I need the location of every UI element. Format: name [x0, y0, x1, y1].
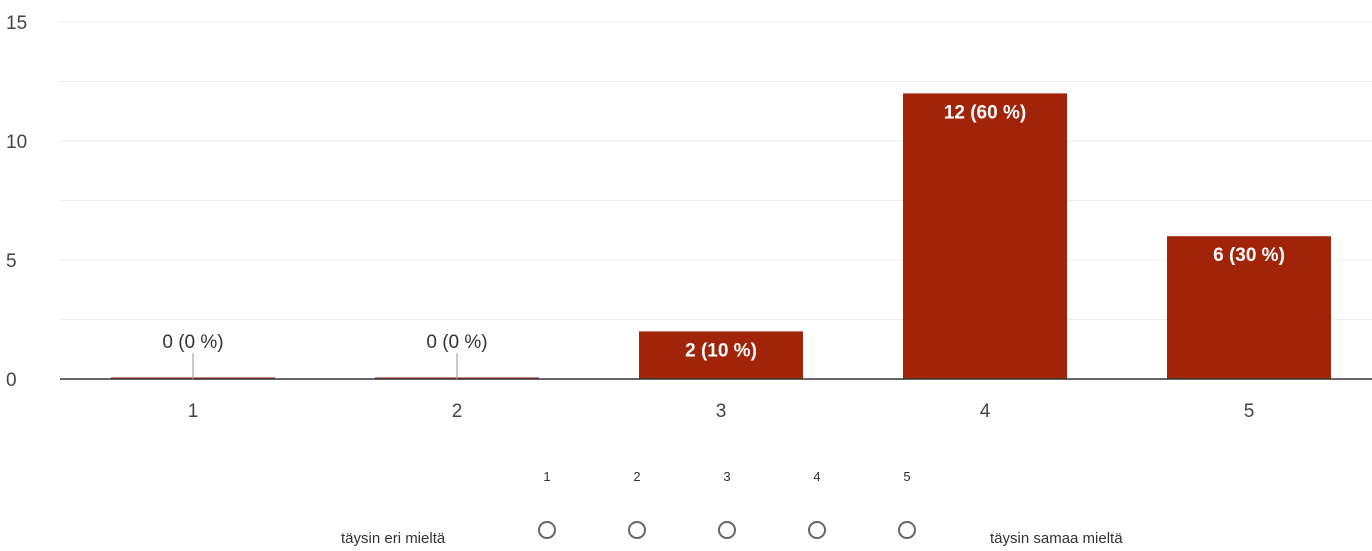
bar-4: [903, 93, 1067, 380]
likert-scale: 1 2 3 4 5 täysin eri mieltä täysin samaa…: [0, 455, 1372, 551]
y-tick-label: 15: [6, 13, 27, 34]
x-tick-label: 5: [1244, 401, 1255, 422]
scale-number-3: 3: [723, 469, 731, 484]
x-tick-label: 3: [716, 401, 727, 422]
data-labels: 0 (0 %) 0 (0 %) 2 (10 %) 12 (60 %) 6 (30 %): [162, 102, 1285, 379]
data-label: 2 (10 %): [685, 340, 757, 361]
y-tick-label: 10: [6, 132, 27, 153]
scale-number-1: 1: [543, 469, 551, 484]
radio-option-5[interactable]: [898, 521, 916, 539]
radio-option-4[interactable]: [808, 521, 826, 539]
scale-right-label: täysin samaa mieltä: [990, 530, 1123, 547]
x-tick-label: 4: [980, 401, 991, 422]
bar-chart: 0 5 10 15 1 2 3 4 5 0 (0 %) 0 (0 %) 2 (10 %) 12 (6…: [6, 13, 1372, 422]
y-tick-label: 5: [6, 251, 17, 272]
gridlines: [60, 21, 1372, 320]
x-axis-ticks: 1 2 3 4 5: [188, 401, 1255, 422]
scale-number-4: 4: [813, 469, 821, 484]
scale-number-5: 5: [903, 469, 911, 484]
scale-number-2: 2: [633, 469, 641, 484]
radio-option-3[interactable]: [718, 521, 736, 539]
bars: [111, 93, 1331, 380]
y-tick-label: 0: [6, 370, 17, 391]
data-label: 12 (60 %): [944, 102, 1026, 123]
bar-3: [639, 331, 803, 379]
x-tick-label: 1: [188, 401, 199, 422]
radio-option-1[interactable]: [538, 521, 556, 539]
data-label: 0 (0 %): [426, 332, 487, 353]
data-label: 0 (0 %): [162, 332, 223, 353]
data-label: 6 (30 %): [1213, 245, 1285, 266]
x-tick-label: 2: [452, 401, 463, 422]
y-axis-ticks: 0 5 10 15: [6, 13, 27, 391]
scale-left-label: täysin eri mieltä: [341, 530, 446, 547]
bar-5: [1167, 236, 1331, 379]
radio-option-2[interactable]: [628, 521, 646, 539]
